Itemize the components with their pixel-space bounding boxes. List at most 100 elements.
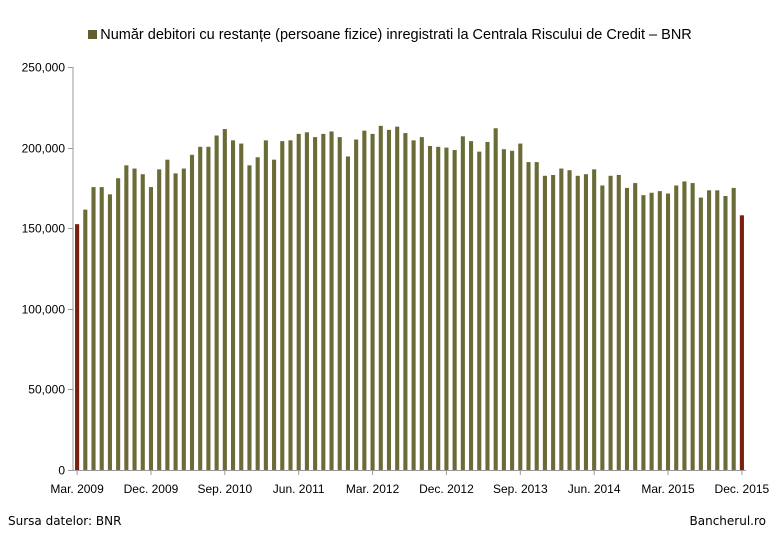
bar [723,195,728,470]
x-tick-label: Dec. 2012 [419,482,474,496]
bar [707,190,712,470]
x-tick-label: Mar. 2012 [346,482,400,496]
bar [337,137,342,470]
bar [739,215,744,470]
bar [551,175,556,470]
bar [272,159,277,470]
bar [321,133,326,470]
bar [403,133,408,470]
bar [124,165,129,470]
x-tick-label: Jun. 2011 [273,482,325,496]
x-tick-label: Dec. 2015 [715,482,770,496]
bar [140,174,145,470]
bar [255,157,260,470]
bar [75,224,80,470]
bar [534,162,539,471]
bar [222,129,227,470]
bar [633,183,638,470]
x-tick-label: Jun. 2014 [568,482,621,496]
y-tick-label: 100,000 [22,303,66,317]
legend: Număr debitori cu restanțe (persoane fiz… [0,27,780,43]
bar [157,169,162,471]
x-tick-label: Mar. 2009 [50,482,104,496]
bar [148,187,154,470]
bar [477,151,482,470]
bar [230,140,236,470]
bar [386,129,392,470]
bar [165,159,170,470]
bar [189,154,195,470]
bar [411,140,416,470]
bar [485,141,490,470]
bar [206,146,211,471]
bar [280,141,285,470]
bar [132,168,137,470]
bar [378,125,383,470]
bar [354,139,359,471]
x-tick-label: Mar. 2015 [641,482,695,496]
bar [665,193,671,471]
bar [657,191,662,470]
bar [198,146,203,471]
bar [616,175,621,470]
bar [239,143,244,470]
bar [99,187,104,470]
bar [329,131,334,471]
bar [436,146,441,471]
bar [731,187,736,470]
bar [600,185,605,471]
bar [116,178,121,471]
bar [641,195,646,470]
bar [419,137,424,470]
bar [649,192,654,471]
bar [501,149,506,470]
y-tick-label: 150,000 [22,222,66,236]
bar [263,140,268,470]
bar [452,150,457,470]
bar [214,135,219,470]
bar [304,132,309,471]
bar [345,156,350,470]
source-note: Sursa datelor: BNR [8,514,122,528]
brand-label: Bancherul.ro [689,514,766,528]
bar [83,209,88,470]
legend-label: Număr debitori cu restanțe (persoane fiz… [100,27,692,43]
bar [542,175,547,470]
bar [469,141,474,470]
bar [313,137,318,470]
bar [624,187,630,470]
bar [559,168,564,470]
bar [370,133,375,470]
bar [690,183,695,470]
bar [444,147,449,470]
x-tick-label: Sep. 2013 [493,482,548,496]
y-tick-label: 250,000 [22,61,66,75]
bar [583,174,589,470]
bar [288,140,293,470]
y-tick-label: 200,000 [22,142,66,156]
bar [173,173,178,470]
bar [395,126,400,470]
x-tick-label: Dec. 2009 [124,482,179,496]
bar [247,165,252,470]
legend-swatch [88,30,98,39]
plot-area: 0 50,000 100,000 150,000 200,000 250,000 Mar. … [22,61,770,497]
bar [608,175,613,470]
bar [510,150,515,470]
bar [698,197,703,470]
bar [362,130,367,471]
bar [427,145,433,471]
y-tick-label: 50,000 [28,383,65,397]
bar [181,168,186,470]
bar [575,175,580,470]
y-tick-label: 0 [58,464,65,478]
bar [674,185,679,471]
bar [493,128,498,470]
bar [592,169,597,471]
bar [107,194,112,470]
bar [682,181,687,470]
bar [567,170,572,471]
bar [715,190,720,470]
bar [526,162,531,471]
